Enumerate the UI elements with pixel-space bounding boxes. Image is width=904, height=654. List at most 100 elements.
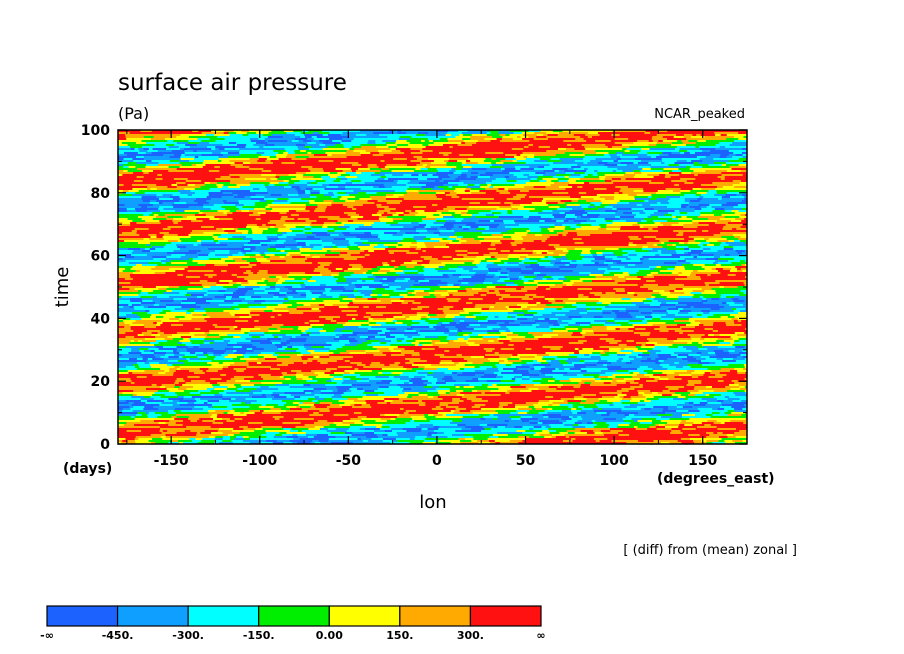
heatmap-cell	[435, 230, 440, 233]
heatmap-cell	[221, 258, 234, 261]
heatmap-cell	[730, 268, 738, 271]
heatmap-cell	[245, 192, 256, 195]
heatmap-cell	[487, 248, 497, 251]
heatmap-cell	[623, 152, 639, 155]
heatmap-cell	[202, 220, 214, 223]
heatmap-cell	[572, 228, 576, 231]
heatmap-cell	[421, 172, 437, 175]
heatmap-cell	[363, 234, 368, 237]
heatmap-cell	[277, 220, 286, 223]
heatmap-cell	[445, 244, 461, 247]
heatmap-cell	[661, 150, 673, 153]
heatmap-cell	[498, 186, 506, 189]
heatmap-cell	[167, 226, 184, 229]
heatmap-cell	[671, 142, 684, 145]
heatmap-cell	[210, 160, 219, 163]
heatmap-cell	[717, 186, 724, 189]
heatmap-cell	[640, 164, 652, 167]
heatmap-cell	[148, 172, 154, 175]
heatmap-cell	[545, 240, 557, 243]
heatmap-cell	[386, 202, 401, 205]
heatmap-cell	[266, 258, 274, 261]
heatmap-cell	[227, 238, 244, 241]
heatmap-cell	[131, 226, 139, 229]
heatmap-cell	[498, 130, 510, 133]
heatmap-cell	[508, 246, 518, 249]
heatmap-cell	[733, 248, 744, 251]
heatmap-cell	[633, 162, 639, 165]
heatmap-cell	[676, 134, 685, 137]
heatmap-cell	[342, 210, 359, 213]
heatmap-cell	[509, 130, 521, 133]
heatmap-cell	[618, 230, 628, 233]
heatmap-cell	[684, 194, 697, 197]
heatmap-cell	[410, 202, 417, 205]
heatmap-cell	[415, 160, 422, 163]
heatmap-cell	[334, 210, 344, 213]
heatmap-cell	[742, 184, 748, 187]
heatmap-cell	[685, 260, 696, 263]
heatmap-cell	[357, 140, 369, 143]
heatmap-cell	[414, 184, 427, 187]
heatmap-cell	[715, 148, 729, 151]
heatmap-cell	[683, 234, 691, 237]
heatmap-cell	[281, 226, 287, 229]
heatmap-cell	[501, 268, 507, 271]
heatmap-cell	[244, 188, 248, 191]
heatmap-cell	[674, 258, 685, 261]
heatmap-cell	[335, 222, 342, 225]
heatmap-cell	[137, 138, 152, 141]
heatmap-cell	[679, 256, 694, 259]
heatmap-cell	[388, 146, 394, 149]
heatmap-cell	[130, 236, 137, 239]
heatmap-cell	[437, 248, 443, 251]
heatmap-cell	[237, 144, 247, 147]
heatmap-cell	[128, 166, 136, 169]
heatmap-cell	[385, 204, 395, 207]
heatmap-cell	[272, 164, 281, 167]
heatmap-cell	[430, 254, 444, 257]
heatmap-cell	[248, 230, 253, 233]
heatmap-cell	[165, 244, 177, 247]
heatmap-cell	[638, 270, 650, 273]
heatmap-cell	[370, 232, 385, 235]
heatmap-cell	[552, 212, 560, 215]
heatmap-cell	[698, 162, 715, 165]
heatmap-cell	[601, 212, 616, 215]
heatmap-cell	[438, 186, 443, 189]
heatmap-cell	[548, 256, 554, 259]
heatmap-cell	[451, 256, 464, 259]
heatmap-cell	[536, 252, 543, 255]
heatmap-cell	[437, 228, 447, 231]
heatmap-cell	[249, 262, 261, 265]
heatmap-cell	[338, 194, 350, 197]
heatmap-cell	[650, 268, 655, 271]
heatmap-cell	[358, 168, 371, 171]
heatmap-cell	[256, 264, 267, 267]
heatmap-cell	[185, 276, 196, 279]
heatmap-cell	[474, 258, 486, 261]
heatmap-cell	[270, 240, 277, 243]
heatmap-cell	[292, 244, 307, 247]
heatmap-cell	[530, 170, 544, 173]
heatmap-cell	[378, 230, 390, 233]
heatmap-cell	[572, 130, 587, 133]
heatmap-cell	[259, 252, 265, 255]
heatmap-cell	[405, 162, 421, 165]
heatmap-cell	[664, 214, 673, 217]
heatmap-cell	[265, 224, 277, 227]
heatmap-cell	[489, 250, 496, 253]
heatmap-cell	[148, 230, 157, 233]
heatmap-cell	[402, 234, 411, 237]
heatmap-cell	[500, 160, 513, 163]
heatmap-cell	[436, 242, 450, 245]
heatmap-cell	[125, 236, 131, 239]
heatmap-cell	[506, 178, 512, 181]
heatmap-cell	[570, 268, 576, 271]
heatmap-cell	[175, 270, 188, 273]
heatmap-cell	[347, 206, 354, 209]
heatmap-cell	[483, 146, 495, 149]
heatmap-cell	[168, 232, 179, 235]
heatmap-cell	[688, 202, 695, 205]
heatmap-cell	[664, 274, 679, 277]
